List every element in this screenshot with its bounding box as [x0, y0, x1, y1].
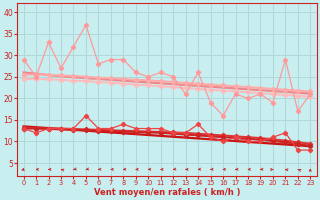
- X-axis label: Vent moyen/en rafales ( km/h ): Vent moyen/en rafales ( km/h ): [94, 188, 240, 197]
